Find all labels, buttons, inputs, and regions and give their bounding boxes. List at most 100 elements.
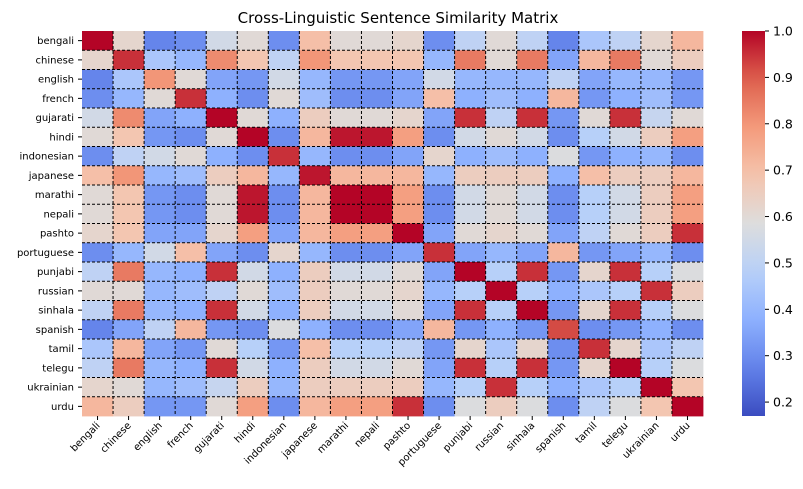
heatmap-cell-chinese-russian <box>485 50 518 70</box>
heatmap-cell-portuguese-english <box>144 242 176 263</box>
heatmap-cell-ukrainian-russian <box>485 377 518 398</box>
heatmap-cell-sinhala-english <box>144 300 176 321</box>
heatmap-cell-spanish-bengali <box>82 319 114 340</box>
heatmap-cell-ukrainian-nepali <box>361 377 393 398</box>
heatmap-cell-tamil-urdu <box>671 339 704 359</box>
heatmap-cell-ukrainian-english <box>144 377 176 398</box>
heatmap-cell-gujarati-ukrainian <box>640 108 673 128</box>
y-tick-label-nepali: nepali <box>43 209 74 220</box>
colorbar-tick-label: 0.6 <box>773 209 793 224</box>
heatmap-cell-punjabi-english <box>144 262 176 282</box>
heatmap-cell-sinhala-gujarati <box>206 300 238 321</box>
heatmap-cell-indonesian-english <box>144 146 176 167</box>
colorbar-tick-label: 0.4 <box>773 302 793 317</box>
heatmap-cell-portuguese-hindi <box>237 242 269 263</box>
heatmap-cell-chinese-tamil <box>578 50 611 70</box>
heatmap-cell-portuguese-japanese <box>299 242 331 263</box>
heatmap-cell-russian-punjabi <box>454 281 487 301</box>
heatmap-cell-portuguese-russian <box>485 242 518 263</box>
heatmap-cell-nepali-bengali <box>82 204 114 224</box>
heatmap-cell-pashto-russian <box>485 223 518 244</box>
heatmap-cell-japanese-french <box>175 165 207 186</box>
heatmap-cell-telegu-punjabi <box>454 358 487 378</box>
heatmap-cell-urdu-spanish <box>547 396 580 417</box>
heatmap-cell-french-bengali <box>82 88 114 109</box>
heatmap-cell-chinese-nepali <box>361 50 393 70</box>
heatmap-cell-telegu-russian <box>485 358 518 378</box>
heatmap-cell-telegu-gujarati <box>206 358 238 378</box>
heatmap-cell-french-telegu <box>609 88 642 109</box>
heatmap-cell-french-gujarati <box>206 88 238 109</box>
heatmap-cell-ukrainian-tamil <box>578 377 611 398</box>
heatmap-cell-spanish-indonesian <box>268 319 300 340</box>
heatmap-cell-urdu-russian <box>485 396 518 417</box>
heatmap-cell-indonesian-nepali <box>361 146 393 167</box>
heatmap-cell-tamil-bengali <box>82 339 114 359</box>
heatmap-cell-gujarati-nepali <box>361 108 393 128</box>
heatmap-cell-gujarati-marathi <box>330 108 362 128</box>
x-tick-label-marathi: marathi <box>316 420 351 455</box>
heatmap-cell-hindi-sinhala <box>516 127 549 147</box>
heatmap-cell-urdu-hindi <box>237 396 269 417</box>
heatmap-cell-hindi-tamil <box>578 127 611 147</box>
heatmap-cell-ukrainian-punjabi <box>454 377 487 398</box>
heatmap-cell-tamil-russian <box>485 339 518 359</box>
heatmap-cell-chinese-portuguese <box>423 50 455 70</box>
x-tick-label-english: english <box>132 420 165 453</box>
heatmap-cell-urdu-punjabi <box>454 396 487 417</box>
heatmap-cell-bengali-english <box>144 31 176 51</box>
heatmap-cell-pashto-punjabi <box>454 223 487 244</box>
heatmap-cell-spanish-gujarati <box>206 319 238 340</box>
heatmap-cell-sinhala-indonesian <box>268 300 300 321</box>
heatmap-cell-ukrainian-marathi <box>330 377 362 398</box>
heatmap-cell-sinhala-nepali <box>361 300 393 321</box>
heatmap-cell-hindi-hindi <box>237 127 269 147</box>
heatmap-cell-sinhala-russian <box>485 300 518 321</box>
heatmap-cell-indonesian-telegu <box>609 146 642 167</box>
heatmap-cell-marathi-nepali <box>361 185 393 205</box>
heatmap-cell-marathi-tamil <box>578 185 611 205</box>
x-tick-label-nepali: nepali <box>353 420 382 449</box>
heatmap-cell-telegu-hindi <box>237 358 269 378</box>
heatmap-cell-indonesian-russian <box>485 146 518 167</box>
heatmap-cell-tamil-punjabi <box>454 339 487 359</box>
heatmap-cell-nepali-telegu <box>609 204 642 224</box>
heatmap-cell-russian-urdu <box>671 281 704 301</box>
heatmap-cell-nepali-tamil <box>578 204 611 224</box>
heatmap-cell-portuguese-indonesian <box>268 242 300 263</box>
heatmap-cell-chinese-sinhala <box>516 50 549 70</box>
heatmap-cell-portuguese-pashto <box>392 242 424 263</box>
heatmap-cell-pashto-nepali <box>361 223 393 244</box>
heatmap-cell-telegu-sinhala <box>516 358 549 378</box>
heatmap-cell-portuguese-marathi <box>330 242 362 263</box>
heatmap-cell-bengali-punjabi <box>454 31 487 51</box>
heatmap-cell-french-ukrainian <box>640 88 673 109</box>
heatmap-cell-portuguese-chinese <box>113 242 145 263</box>
y-tick-labels: bengali chinese english french gujarati hindi… <box>17 36 82 413</box>
heatmap-cell-english-russian <box>485 69 518 90</box>
heatmap-cell-english-chinese <box>113 69 145 90</box>
heatmap-cell-punjabi-russian <box>485 262 518 282</box>
y-tick-label-urdu: urdu <box>51 402 74 413</box>
heatmap-cell-english-punjabi <box>454 69 487 90</box>
heatmap-cell-marathi-english <box>144 185 176 205</box>
heatmap-cell-french-japanese <box>299 88 331 109</box>
heatmap-cell-japanese-marathi <box>330 165 362 186</box>
heatmap-cell-spanish-portuguese <box>423 319 455 340</box>
heatmap-cell-chinese-english <box>144 50 176 70</box>
heatmap-cell-bengali-chinese <box>113 31 145 51</box>
heatmap-cell-spanish-tamil <box>578 319 611 340</box>
heatmap-cell-ukrainian-ukrainian <box>640 377 673 398</box>
heatmap-cell-pashto-chinese <box>113 223 145 244</box>
heatmap-cell-hindi-gujarati <box>206 127 238 147</box>
heatmap-cell-japanese-tamil <box>578 165 611 186</box>
heatmap-cell-japanese-portuguese <box>423 165 455 186</box>
heatmap-cell-marathi-ukrainian <box>640 185 673 205</box>
heatmap-cell-sinhala-hindi <box>237 300 269 321</box>
heatmap-cell-japanese-hindi <box>237 165 269 186</box>
heatmap-cell-pashto-ukrainian <box>640 223 673 244</box>
heatmap-cell-gujarati-french <box>175 108 207 128</box>
heatmap-cell-japanese-ukrainian <box>640 165 673 186</box>
